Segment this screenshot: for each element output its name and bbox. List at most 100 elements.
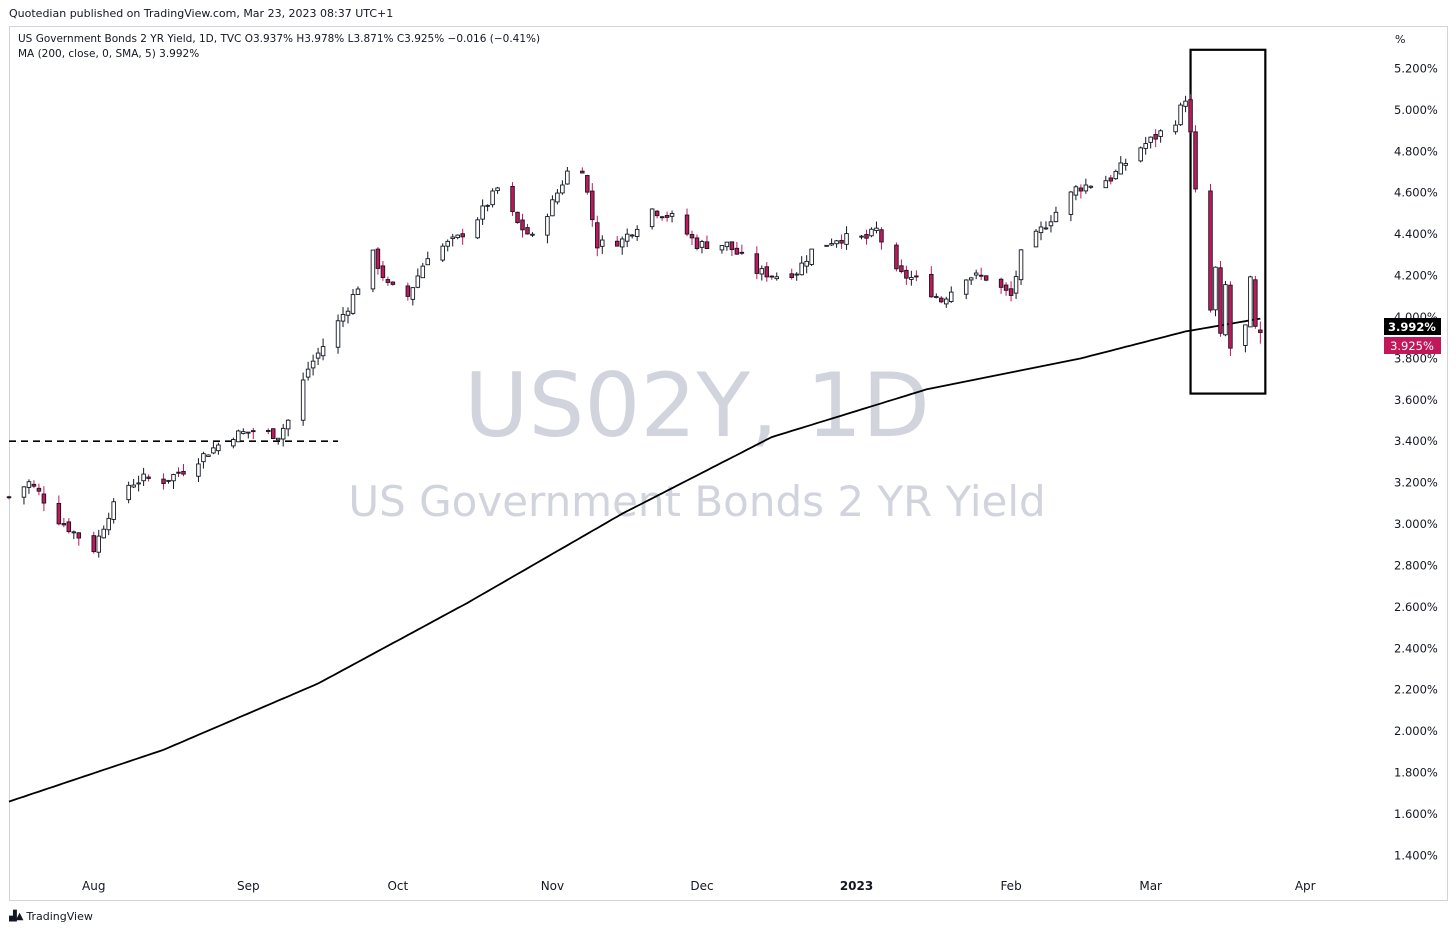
candle xyxy=(769,275,775,280)
candle xyxy=(1138,146,1143,163)
candle-body xyxy=(729,241,735,250)
candle xyxy=(600,235,605,254)
x-tick-label: Mar xyxy=(1139,879,1162,893)
candle xyxy=(111,498,116,524)
candle xyxy=(61,517,67,528)
candle-body xyxy=(619,238,625,248)
candle xyxy=(445,239,450,252)
watermark-symbol: US02Y, 1D xyxy=(464,354,930,457)
candle xyxy=(1068,190,1074,222)
candle-body xyxy=(1208,190,1213,311)
candle-body xyxy=(1218,267,1223,334)
candle xyxy=(1258,321,1263,344)
y-tick-label: 5.200% xyxy=(1394,61,1438,75)
candle-body xyxy=(146,476,151,479)
candle-body xyxy=(440,245,445,261)
candle xyxy=(41,486,47,512)
candle xyxy=(241,428,246,435)
price-last-value-label: 3.925% xyxy=(1384,337,1441,354)
candle-body xyxy=(879,229,884,243)
candle xyxy=(1078,184,1084,199)
candle xyxy=(804,255,809,274)
candle xyxy=(834,240,839,248)
candle-body xyxy=(590,190,595,221)
candle xyxy=(36,483,42,496)
candle xyxy=(385,276,391,286)
candle xyxy=(520,213,525,238)
candle xyxy=(839,234,844,249)
legend-symbol-line[interactable]: US Government Bonds 2 YR Yield, 1D, TVC … xyxy=(18,33,541,45)
candle xyxy=(879,227,884,250)
candle xyxy=(106,512,111,536)
candle-body xyxy=(196,463,201,477)
candle-body xyxy=(764,266,770,278)
price-series xyxy=(6,93,1263,558)
candle xyxy=(764,262,770,282)
candle xyxy=(176,467,181,478)
candle-body xyxy=(315,352,321,359)
candle xyxy=(96,529,101,558)
candle xyxy=(624,228,630,248)
y-tick-label: 2.400% xyxy=(1394,641,1438,655)
candle-body xyxy=(1013,276,1019,294)
candle-body xyxy=(76,532,82,539)
candle xyxy=(231,437,236,449)
x-tick-label: Dec xyxy=(690,879,713,893)
candle-body xyxy=(1243,324,1248,346)
candle-body xyxy=(480,205,485,220)
candle-body xyxy=(565,170,570,185)
candle xyxy=(634,225,640,241)
candle xyxy=(340,307,346,328)
candle-body xyxy=(1048,221,1054,227)
candle xyxy=(1218,260,1223,337)
candle-body xyxy=(1033,230,1039,248)
candle-body xyxy=(510,185,515,213)
candle xyxy=(629,233,635,239)
candle xyxy=(21,486,27,505)
candle xyxy=(510,182,515,216)
candle xyxy=(310,354,316,376)
watermark-name: US Government Bonds 2 YR Yield xyxy=(348,477,1045,526)
legend-ma-line[interactable]: MA (200, close, 0, SMA, 5) 3.992% xyxy=(18,48,200,60)
candle-body xyxy=(614,240,620,247)
candle-body xyxy=(201,453,206,463)
footer-brand-text: TradingView xyxy=(26,910,93,923)
candle xyxy=(265,428,271,435)
candle-body xyxy=(530,233,535,236)
footer-brand[interactable]: ▟▲ TradingView xyxy=(9,910,93,923)
candle xyxy=(829,238,834,246)
candle xyxy=(355,286,361,295)
publisher-line: Quotedian published on TradingView.com, … xyxy=(9,7,394,20)
candle xyxy=(420,262,426,279)
candle xyxy=(370,249,376,293)
candle-body xyxy=(1193,131,1198,190)
candle xyxy=(1173,120,1178,135)
candle-body xyxy=(355,288,361,295)
candle-body xyxy=(774,276,780,280)
candle-body xyxy=(41,493,47,504)
candle xyxy=(1083,178,1089,194)
candle xyxy=(1018,249,1024,285)
y-tick-label: 2.200% xyxy=(1394,683,1438,697)
candle-body xyxy=(270,428,276,440)
candle-body xyxy=(56,502,62,525)
candle-body xyxy=(859,235,864,238)
candle xyxy=(914,270,919,282)
candle xyxy=(864,229,869,245)
candle xyxy=(485,204,490,212)
candle xyxy=(390,281,396,286)
candle xyxy=(789,268,794,280)
candle-body xyxy=(944,298,949,305)
candle-body xyxy=(904,269,909,279)
candle-body xyxy=(335,320,341,348)
candle xyxy=(211,440,216,455)
candle xyxy=(1228,281,1233,356)
candle xyxy=(1003,282,1009,296)
candle-body xyxy=(1103,180,1109,189)
candle-body xyxy=(236,430,241,443)
ma-last-value-label: 3.992% xyxy=(1384,318,1441,335)
candle-body xyxy=(1183,100,1188,107)
watermark: US02Y, 1D US Government Bonds 2 YR Yield xyxy=(348,354,1045,526)
candle-body xyxy=(495,187,500,192)
